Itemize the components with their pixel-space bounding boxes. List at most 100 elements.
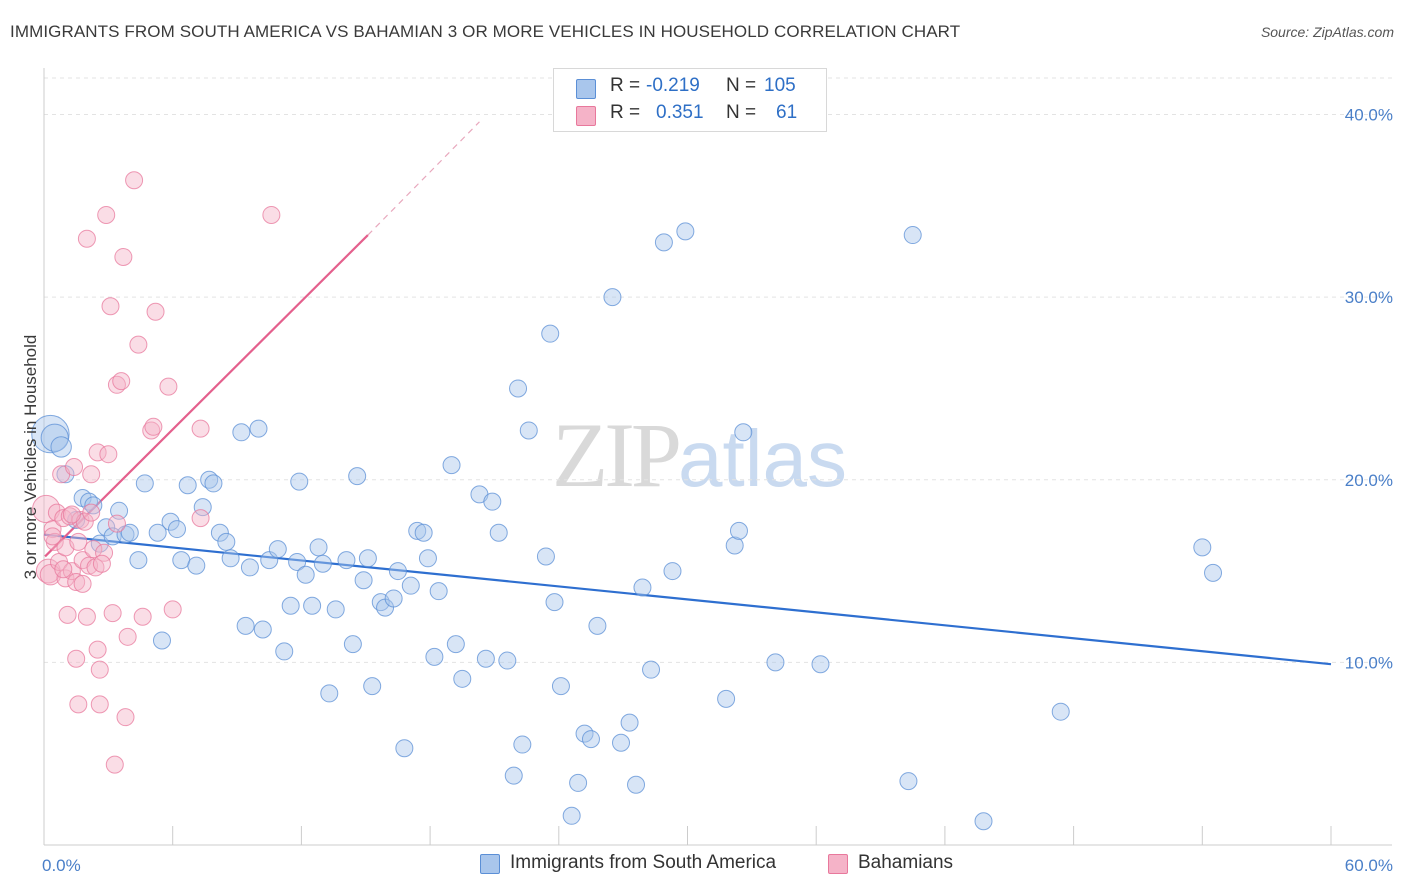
y-axis-label: 3 or more Vehicles in Household (21, 335, 40, 580)
data-point-bahamians (95, 543, 114, 562)
data-point-south-america (135, 474, 154, 493)
data-point-south-america (612, 733, 631, 752)
data-point-south-america (717, 689, 736, 708)
data-point-south-america (1051, 702, 1070, 721)
data-point-bahamians (112, 372, 131, 391)
data-point-south-america (148, 523, 167, 542)
data-point-south-america (603, 288, 622, 307)
chart-title: IMMIGRANTS FROM SOUTH AMERICA VS BAHAMIA… (10, 22, 961, 41)
data-point-south-america (358, 549, 377, 568)
data-point-south-america (446, 635, 465, 654)
series-swatch-blue (480, 854, 500, 874)
data-point-south-america (354, 571, 373, 590)
data-point-south-america (326, 600, 345, 619)
data-point-bahamians (146, 302, 165, 321)
data-point-south-america (974, 812, 993, 831)
data-point-south-america (152, 631, 171, 650)
legend-n-label: N = (726, 75, 757, 96)
data-point-south-america (253, 620, 272, 639)
data-point-south-america (627, 775, 646, 794)
trend-lines (43, 121, 1332, 666)
legend-n-value: 105 (764, 75, 796, 96)
data-point-south-america (84, 496, 103, 515)
data-point-south-america (1193, 538, 1212, 557)
series-label: Immigrants from South America (510, 852, 777, 873)
data-point-bahamians (191, 419, 210, 438)
data-point-south-america (418, 549, 437, 568)
data-point-south-america (414, 523, 433, 542)
data-point-south-america (903, 226, 922, 245)
data-point-south-america (1204, 563, 1223, 582)
data-point-south-america (654, 233, 673, 252)
data-point-south-america (172, 551, 191, 570)
data-point-south-america (569, 773, 588, 792)
data-point-bahamians (69, 532, 88, 551)
data-point-south-america (240, 558, 259, 577)
data-point-south-america (504, 766, 523, 785)
data-point-bahamians (163, 600, 182, 619)
data-point-south-america (545, 593, 564, 612)
data-point-bahamians (62, 505, 81, 524)
data-point-south-america (766, 653, 785, 672)
trend-line-extension (367, 121, 480, 236)
data-point-bahamians (118, 627, 137, 646)
data-point-south-america (620, 713, 639, 732)
data-point-south-america (236, 616, 255, 635)
data-point-south-america (483, 492, 502, 511)
data-point-south-america (581, 730, 600, 749)
data-point-south-america (384, 589, 403, 608)
data-point-bahamians (103, 604, 122, 623)
data-point-south-america (363, 677, 382, 696)
data-point-south-america (309, 538, 328, 557)
x-tick-label: 0.0% (42, 856, 81, 875)
data-point-south-america (275, 642, 294, 661)
data-point-south-america (425, 647, 444, 666)
data-point-bahamians (82, 503, 101, 522)
series-label: Bahamians (858, 852, 954, 873)
data-point-south-america (541, 324, 560, 343)
data-point-south-america (40, 423, 69, 452)
data-point-south-america (343, 635, 362, 654)
data-point-south-america (348, 467, 367, 486)
data-points (31, 171, 1223, 831)
data-point-bahamians (77, 229, 96, 248)
data-point-bahamians (125, 171, 144, 190)
data-point-south-america (129, 551, 148, 570)
data-point-south-america (676, 222, 695, 241)
data-point-bahamians (107, 514, 126, 533)
data-point-bahamians (43, 527, 62, 546)
data-point-south-america (288, 552, 307, 571)
data-point-bahamians (92, 554, 111, 573)
data-point-bahamians (116, 708, 135, 727)
y-tick-label: 20.0% (1345, 471, 1393, 490)
data-point-south-america (97, 518, 116, 537)
data-point-bahamians (84, 540, 103, 559)
data-point-bahamians (90, 660, 109, 679)
data-point-south-america (729, 521, 748, 540)
data-point-south-america (734, 423, 753, 442)
data-point-bahamians (58, 605, 77, 624)
data-point-south-america (388, 562, 407, 581)
chart-source: Source: ZipAtlas.com (1260, 24, 1394, 40)
legend-swatch-blue (576, 79, 596, 99)
data-point-south-america (811, 655, 830, 674)
data-point-bahamians (69, 695, 88, 714)
data-point-bahamians (54, 560, 73, 579)
data-point-bahamians (32, 494, 61, 524)
data-point-south-america (513, 735, 532, 754)
data-point-bahamians (133, 607, 152, 626)
trend-line-bahamians (44, 234, 369, 558)
data-point-south-america (899, 772, 918, 791)
data-point-south-america (161, 512, 180, 531)
legend-row-south-america: R = -0.219 N = 105 (554, 75, 826, 101)
data-point-bahamians (191, 509, 210, 528)
data-point-south-america (429, 582, 448, 601)
data-point-south-america (642, 660, 661, 679)
data-point-bahamians (159, 377, 178, 396)
data-point-south-america (313, 554, 332, 573)
data-point-bahamians (65, 457, 84, 476)
y-tick-label: 10.0% (1345, 653, 1393, 672)
x-tick-label: 60.0% (1345, 856, 1393, 875)
data-point-bahamians (129, 335, 148, 354)
data-point-bahamians (73, 574, 92, 593)
